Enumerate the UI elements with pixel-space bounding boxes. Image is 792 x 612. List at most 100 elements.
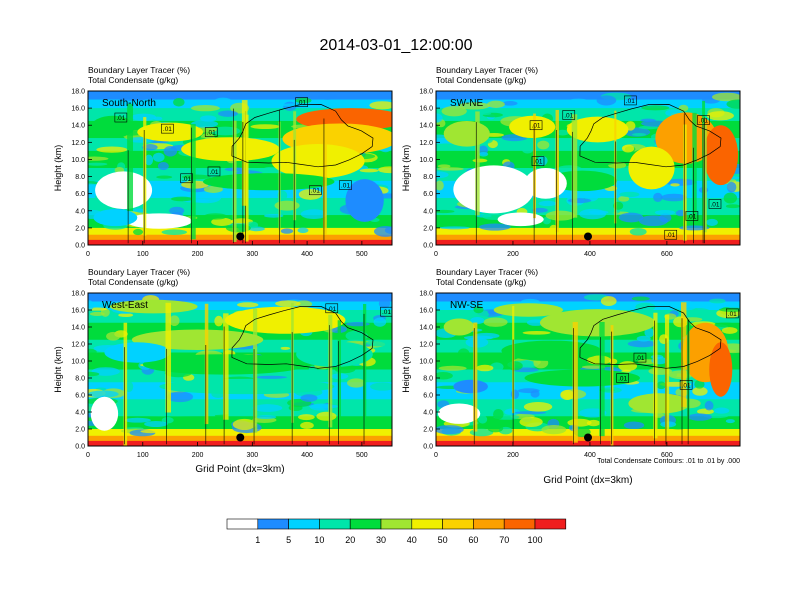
tracer-patch <box>218 110 238 117</box>
tracer-feature <box>509 115 556 139</box>
colorbar-cell <box>503 518 536 530</box>
y-tick-label: 4.0 <box>423 410 433 417</box>
y-tick-label: 2.0 <box>423 427 433 434</box>
colorbar-cell <box>411 518 443 530</box>
x-tick-label: 200 <box>507 452 519 459</box>
tracer-patch <box>436 425 464 435</box>
tracer-patch <box>144 154 154 166</box>
panel-title-line2: Total Condensate (g/kg) <box>436 75 526 85</box>
tracer-patch <box>250 124 280 130</box>
svg-text:.01: .01 <box>182 176 191 183</box>
svg-text:.01: .01 <box>687 213 696 220</box>
tracer-patch <box>132 228 144 236</box>
tracer-patch <box>156 175 173 179</box>
tracer-feature <box>93 209 138 227</box>
tracer-patch <box>163 145 178 157</box>
tracer-patch <box>152 152 165 162</box>
tracer-feature <box>443 318 475 336</box>
tracer-feature <box>453 165 535 214</box>
y-tick-label: 14.0 <box>71 123 85 130</box>
panel-title-line2: Total Condensate (g/kg) <box>88 277 178 287</box>
plume-column <box>664 314 670 434</box>
y-tick-label: 0.0 <box>423 444 433 451</box>
x-tick-label: 300 <box>246 251 258 258</box>
x-tick-label: 400 <box>301 452 313 459</box>
tracer-patch <box>653 192 663 202</box>
tracer-patch <box>438 365 467 371</box>
tracer-patch <box>541 425 567 435</box>
tracer-patch <box>171 196 193 202</box>
y-tick-label: 16.0 <box>419 106 433 113</box>
tracer-feature <box>437 403 481 424</box>
y-tick-label: 10.0 <box>71 359 85 366</box>
y-tick-label: 10.0 <box>419 359 433 366</box>
tracer-patch <box>88 390 119 398</box>
y-tick-label: 8.0 <box>423 174 433 181</box>
tracer-band <box>88 440 392 446</box>
tracer-patch <box>660 193 688 202</box>
panel-title-line1: Boundary Layer Tracer (%) <box>88 65 190 75</box>
tracer-patch <box>600 296 617 306</box>
condensate-contour <box>579 306 722 369</box>
tracer-patch <box>725 204 740 209</box>
tracer-patch <box>298 414 315 421</box>
plume-column <box>253 308 258 433</box>
tracer-patch <box>161 417 174 424</box>
colorbar-label: 60 <box>468 535 478 545</box>
condensate-contour <box>231 104 374 168</box>
y-axis-label: Height (km) <box>53 346 63 393</box>
contour-label: .01 <box>380 306 392 317</box>
y-tick-label: 14.0 <box>419 325 433 332</box>
tracer-patch <box>514 411 547 415</box>
tracer-patch <box>347 411 378 415</box>
tracer-patch <box>369 101 392 110</box>
svg-text:.01: .01 <box>532 123 541 130</box>
tracer-feature <box>109 299 198 314</box>
y-tick-label: 12.0 <box>419 342 433 349</box>
svg-text:.01: .01 <box>682 382 691 389</box>
tracer-patch <box>357 417 389 421</box>
plume-column <box>475 111 480 216</box>
tracer-patch <box>160 181 186 189</box>
figure-title: 2014-03-01_12:00:00 <box>319 37 472 54</box>
contour-label: .01 <box>309 185 322 196</box>
svg-text:.01: .01 <box>382 309 391 316</box>
tracer-patch <box>370 382 392 391</box>
tracer-patch <box>538 200 557 207</box>
plume-column <box>143 117 147 236</box>
y-axis-label: Height (km) <box>401 346 411 393</box>
location-marker <box>236 232 245 241</box>
tracer-patch <box>623 421 645 430</box>
plume-column <box>337 320 341 426</box>
tracer-patch <box>195 209 210 215</box>
plume-column <box>572 322 578 443</box>
tracer-patch <box>586 355 612 365</box>
tracer-patch <box>532 207 548 213</box>
tracer-feature <box>131 329 264 350</box>
y-tick-label: 12.0 <box>71 342 85 349</box>
tracer-patch <box>560 389 575 401</box>
panel-title-line2: Total Condensate (g/kg) <box>436 277 526 287</box>
svg-text:.01: .01 <box>297 100 306 107</box>
svg-text:.01: .01 <box>666 232 675 239</box>
tracer-patch <box>140 429 161 434</box>
panel-title-line2: Total Condensate (g/kg) <box>88 75 178 85</box>
tracer-patch <box>255 415 277 420</box>
tracer-patch <box>89 311 105 317</box>
tracer-feature <box>709 342 733 397</box>
tracer-patch <box>694 379 705 389</box>
plume-column <box>571 114 578 218</box>
contour-label: .01 <box>624 95 637 106</box>
tracer-patch <box>191 104 220 112</box>
plume-column <box>683 124 687 241</box>
svg-text:.01: .01 <box>311 188 320 195</box>
tracer-patch <box>436 209 455 214</box>
svg-text:.01: .01 <box>327 306 336 313</box>
tracer-patch <box>124 417 151 423</box>
tracer-patch <box>214 97 233 106</box>
colorbar-cell <box>349 518 382 530</box>
svg-text:.01: .01 <box>207 130 216 137</box>
tracer-patch <box>479 223 511 231</box>
svg-text:.01: .01 <box>699 118 708 125</box>
plume-column <box>555 109 559 233</box>
